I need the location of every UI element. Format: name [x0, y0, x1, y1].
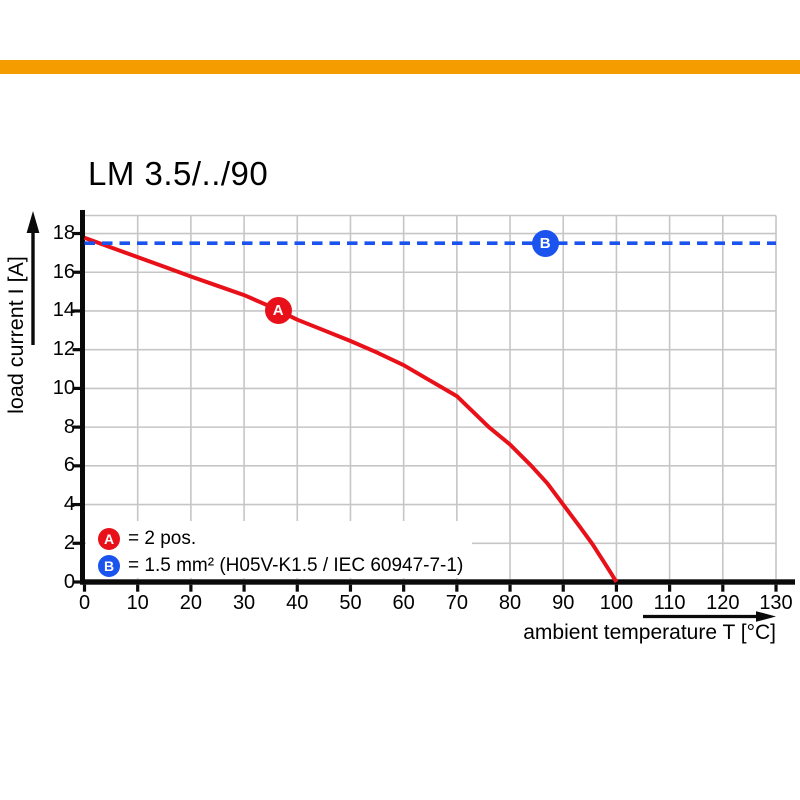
- legend-badge-a: A: [98, 528, 120, 550]
- x-tick-label-40: 40: [286, 592, 309, 614]
- y-tick-label-0: 0: [63, 570, 75, 593]
- x-tick-label-100: 100: [599, 592, 634, 614]
- chart-title: LM 3.5/../90: [88, 155, 269, 192]
- y-tick-label-10: 10: [52, 376, 75, 399]
- top-accent-bar: [0, 60, 800, 74]
- y-tick-label-16: 16: [52, 260, 75, 283]
- x-tick-label-60: 60: [392, 592, 415, 614]
- x-tick-label-90: 90: [552, 592, 575, 614]
- x-tick-label-120: 120: [706, 592, 740, 614]
- y-tick-label-6: 6: [63, 454, 75, 477]
- y-axis-label: load current I [A]: [4, 256, 28, 414]
- x-tick-label-130: 130: [759, 592, 793, 614]
- curve-marker-b-letter: B: [539, 234, 551, 252]
- y-tick-label-4: 4: [63, 493, 75, 516]
- curve-marker-a-letter: A: [272, 302, 284, 320]
- legend-item-b: B = 1.5 mm² (H05V-K1.5 / IEC 60947-7-1): [98, 555, 463, 577]
- x-axis-label: ambient temperature T [°C]: [523, 621, 776, 644]
- legend-badge-b: B: [98, 555, 120, 577]
- legend-text-b: = 1.5 mm² (H05V-K1.5 / IEC 60947-7-1): [128, 555, 464, 576]
- legend-text-a: = 2 pos.: [128, 528, 197, 549]
- y-tick-label-2: 2: [63, 531, 75, 554]
- x-tick-label-50: 50: [339, 592, 362, 614]
- legend-item-a: A = 2 pos.: [98, 528, 196, 550]
- x-tick-label-30: 30: [232, 592, 256, 614]
- y-tick-label-12: 12: [52, 338, 75, 361]
- x-tick-label-0: 0: [78, 592, 91, 614]
- y-tick-label-18: 18: [52, 222, 75, 245]
- y-tick-label-14: 14: [52, 299, 75, 322]
- curve-marker-a: A: [264, 297, 292, 325]
- x-tick-label-110: 110: [653, 592, 686, 614]
- x-tick-label-80: 80: [498, 592, 522, 614]
- y-tick-label-8: 8: [63, 415, 75, 438]
- x-tick-label-70: 70: [445, 592, 468, 614]
- x-tick-label-10: 10: [126, 592, 149, 614]
- curve-marker-b: B: [531, 229, 559, 257]
- x-tick-label-20: 20: [179, 592, 202, 614]
